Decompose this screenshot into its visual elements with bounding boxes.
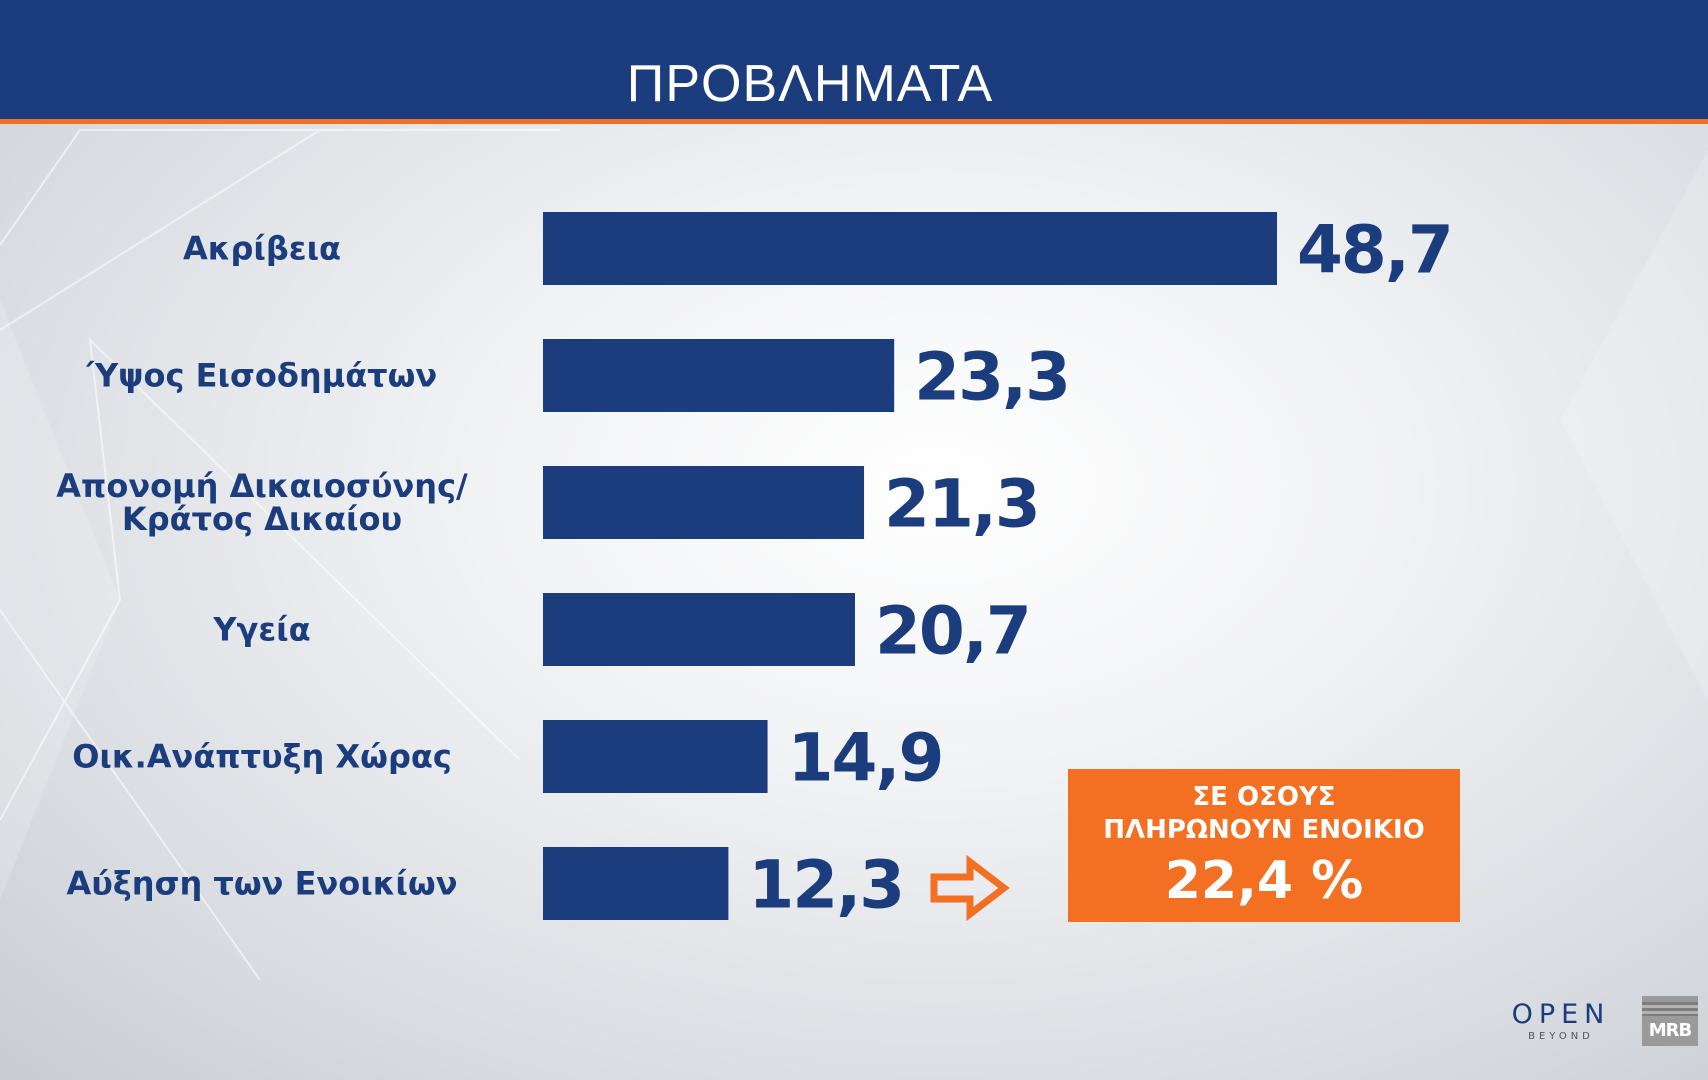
beyond-logo-text: BEYOND — [1528, 1031, 1594, 1042]
category-label-line: Υγεία — [212, 611, 310, 649]
category-label-line: Οικ.Ανάπτυξη Χώρας — [72, 738, 452, 776]
category-label-5: Οικ.Ανάπτυξη Χώρας — [72, 738, 452, 776]
bar-2 — [543, 339, 895, 412]
mrb-logo: MRB — [1642, 996, 1698, 1046]
category-label-line: Ακρίβεια — [183, 230, 341, 268]
open-logo-text: OPEN — [1511, 999, 1611, 1030]
callout-line-2: ΠΛΗΡΩΝΟΥΝ ΕΝΟΙΚΙΟ — [1103, 815, 1425, 845]
value-label-6: 12,3 — [748, 847, 903, 924]
category-label-line: Αύξηση των Ενοικίων — [67, 865, 458, 903]
arrow-right-outline-icon — [930, 855, 1010, 921]
bar-1 — [543, 212, 1277, 285]
value-label-4: 20,7 — [875, 593, 1030, 670]
bar-5 — [543, 720, 768, 793]
category-label-1: Ακρίβεια — [183, 230, 341, 268]
page-title: ΠΡΟΒΛΗΜΑΤΑ — [626, 55, 994, 113]
bar-4 — [543, 593, 855, 666]
open-beyond-logo: OPEN BEYOND — [1506, 1000, 1616, 1048]
category-label-4: Υγεία — [212, 611, 310, 649]
callout-value: 22,4 % — [1164, 851, 1364, 911]
category-label-6: Αύξηση των Ενοικίων — [67, 865, 458, 903]
category-label-3: Απονομή Δικαιοσύνης/Κράτος Δικαίου — [56, 467, 468, 538]
category-label-2: Ύψος Εισοδημάτων — [86, 357, 437, 395]
category-label-line: Ύψος Εισοδημάτων — [86, 357, 437, 395]
mrb-logo-text: MRB — [1648, 1020, 1693, 1041]
value-label-5: 14,9 — [788, 720, 943, 797]
bar-3 — [543, 466, 865, 539]
callout-line-1: ΣΕ ΟΣΟΥΣ — [1192, 782, 1336, 812]
value-label-1: 48,7 — [1297, 212, 1452, 289]
rent-payers-callout: ΣΕ ΟΣΟΥΣ ΠΛΗΡΩΝΟΥΝ ΕΝΟΙΚΙΟ 22,4 % — [1068, 769, 1460, 922]
bar-6 — [543, 847, 729, 920]
header-bar: ΠΡΟΒΛΗΜΑΤΑ — [0, 0, 1708, 124]
value-label-2: 23,3 — [914, 339, 1069, 416]
value-label-3: 21,3 — [884, 466, 1039, 543]
mrb-logo-stripes — [1642, 1002, 1698, 1016]
category-label-line: Κράτος Δικαίου — [122, 500, 402, 538]
category-label-line: Απονομή Δικαιοσύνης/ — [56, 467, 468, 505]
